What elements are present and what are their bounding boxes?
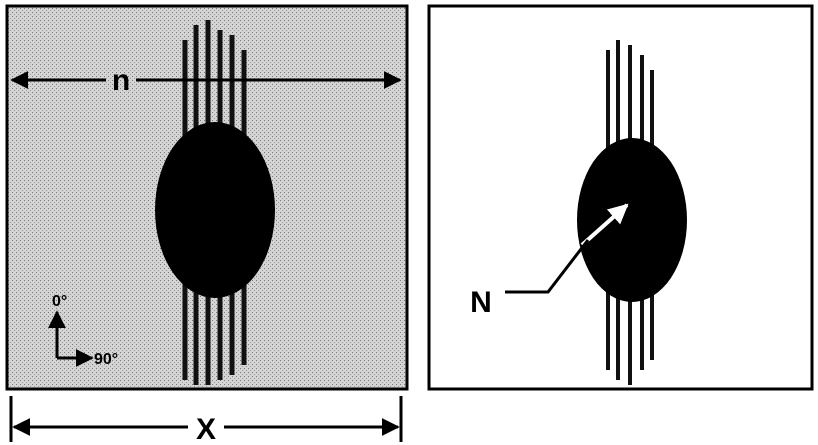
right-panel: N (429, 6, 812, 389)
x-label: X (196, 413, 216, 445)
axis-right-label: 90° (94, 351, 118, 368)
left-panel: n 0° 90° (7, 6, 407, 389)
blob (155, 122, 275, 298)
width-indicator: X (11, 396, 401, 445)
n-pointer-label: N (470, 286, 492, 319)
n-label: n (112, 64, 130, 97)
figure: n 0° 90° X N (0, 0, 818, 445)
blob (577, 138, 687, 302)
axis-up-label: 0° (52, 293, 67, 310)
